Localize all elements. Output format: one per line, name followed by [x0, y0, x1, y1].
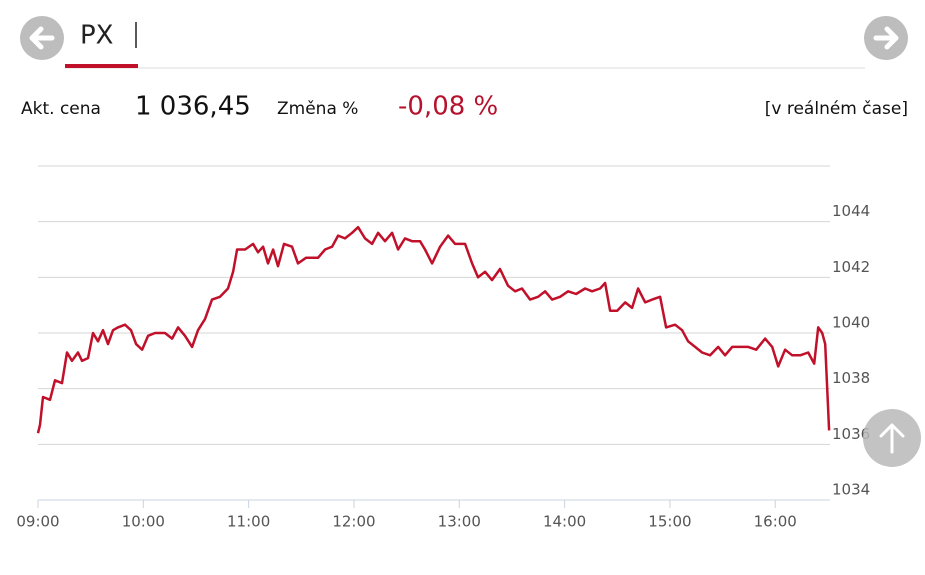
x-tick-label: 16:00: [754, 513, 797, 531]
x-tick-label: 10:00: [122, 513, 165, 531]
y-tick-label: 1038: [832, 369, 870, 387]
tab-underline: [65, 64, 138, 68]
price-line: [36, 225, 831, 434]
next-button[interactable]: [864, 16, 908, 60]
x-tick-label: 12:00: [332, 513, 375, 531]
price-label: Akt. cena: [21, 99, 101, 119]
plot: 1034 1036 1038 1040 1042 1044 09:00 10:00 11:00 1…: [16, 165, 870, 531]
x-tick-label: 14:00: [543, 513, 586, 531]
change: -0,08 %: [398, 92, 498, 122]
x-tick-label: 15:00: [648, 513, 691, 531]
price: 1 036,45: [135, 92, 251, 122]
y-tick-label: 1034: [832, 481, 870, 499]
y-tick-label: 1036: [832, 425, 870, 443]
x-tick-label: 09:00: [16, 513, 59, 531]
y-tick-label: 1044: [832, 202, 870, 220]
change-label: Změna %: [277, 99, 358, 119]
scroll-top-button[interactable]: [863, 409, 921, 467]
y-tick-label: 1040: [832, 314, 870, 332]
realtime-note: [v reálném čase]: [765, 99, 908, 119]
symbol-tab[interactable]: PX: [80, 21, 114, 51]
prev-button[interactable]: [20, 16, 64, 60]
y-tick-label: 1042: [832, 258, 870, 276]
x-tick-label: 11:00: [227, 513, 270, 531]
x-tick-label: 13:00: [438, 513, 481, 531]
